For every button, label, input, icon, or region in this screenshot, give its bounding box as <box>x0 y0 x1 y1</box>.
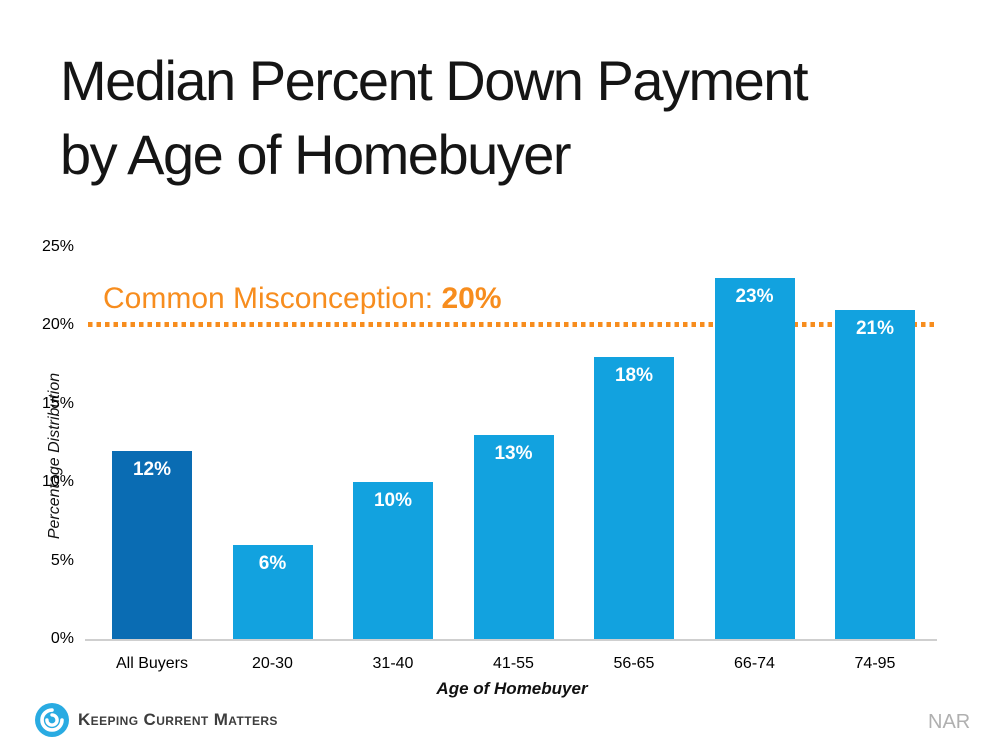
bar-value-label: 13% <box>494 443 533 465</box>
misconception-annotation: Common Misconception: 20% <box>103 282 502 316</box>
bar-31-40: 10% <box>353 482 433 639</box>
chart-title-line1: Median Percent Down Payment <box>60 49 809 112</box>
x-tick-label: 41-55 <box>493 655 534 672</box>
bar-all-buyers: 12% <box>112 450 192 639</box>
y-tick-label: 5% <box>50 551 74 569</box>
bar-41-55: 13% <box>473 435 554 639</box>
bar-56-65: 18% <box>594 356 674 639</box>
y-tick-label: 25% <box>41 238 74 255</box>
bar-66-74: 23% <box>714 278 795 639</box>
kcm-swirl-icon <box>35 703 69 737</box>
x-tick-label: 66-74 <box>734 655 775 672</box>
x-tick-label: 74-95 <box>854 655 896 672</box>
x-axis-line <box>85 639 937 641</box>
bar-value-label: 18% <box>614 364 654 386</box>
bar-value-label: 10% <box>373 490 413 512</box>
y-axis-title: Percentage Distribution <box>46 372 63 540</box>
bar-value-label: 12% <box>132 458 172 480</box>
x-tick-label: 56-65 <box>613 655 655 672</box>
bar-20-30: 6% <box>232 544 313 639</box>
x-tick-label: 20-30 <box>252 655 293 672</box>
source-label: NAR <box>928 711 971 733</box>
reference-line-20pct <box>88 322 937 327</box>
chart-title: Median Percent Down Payment by Age of Ho… <box>60 44 809 192</box>
bar-value-label: 23% <box>735 286 774 308</box>
x-tick-label: 31-40 <box>372 655 414 672</box>
kcm-logo: Keeping Current Matters <box>35 703 278 737</box>
bar-value-label: 21% <box>855 317 895 339</box>
y-tick-label: 10% <box>41 473 74 491</box>
misconception-annotation-text: Common Misconception: <box>103 282 442 315</box>
bar-value-label: 6% <box>258 552 287 574</box>
y-tick-label: 0% <box>50 630 74 647</box>
y-tick-label: 20% <box>41 316 74 334</box>
chart-title-line2: by Age of Homebuyer <box>60 123 572 186</box>
kcm-logo-text: Keeping Current Matters <box>78 710 278 729</box>
bar-74-95: 21% <box>835 309 915 639</box>
x-axis-title: Age of Homebuyer <box>436 679 588 698</box>
misconception-annotation-value: 20% <box>441 282 502 315</box>
x-tick-label: All Buyers <box>115 655 189 672</box>
y-tick-label: 15% <box>41 394 74 412</box>
